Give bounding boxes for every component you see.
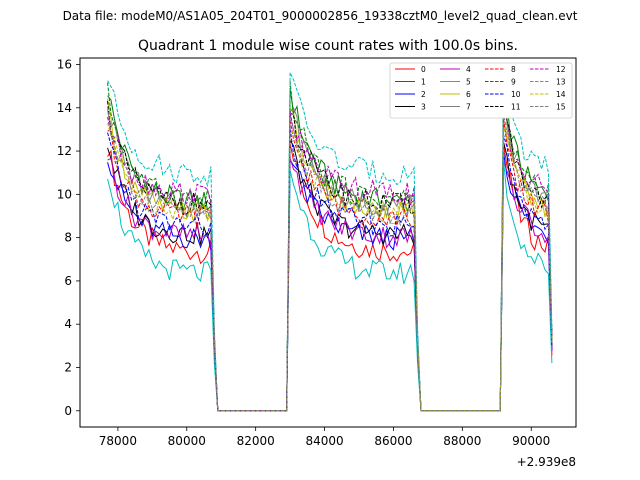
y-tick-label: 10 (57, 187, 72, 201)
y-tick-label: 0 (64, 404, 72, 418)
legend-label: 4 (466, 65, 471, 74)
y-tick-label: 12 (57, 144, 72, 158)
x-tick-label: 82000 (237, 434, 275, 448)
y-tick-label: 14 (57, 101, 72, 115)
chart-suptitle: Data file: modeM0/AS1A05_204T01_90000028… (63, 9, 578, 23)
legend-label: 1 (421, 78, 426, 87)
x-tick-label: 86000 (374, 434, 412, 448)
x-tick-label: 88000 (443, 434, 481, 448)
legend-label: 15 (556, 103, 566, 112)
y-tick-label: 8 (64, 231, 72, 245)
legend-label: 13 (556, 78, 566, 87)
legend-label: 14 (556, 90, 566, 99)
axes-border (79, 57, 577, 428)
legend-label: 9 (511, 78, 516, 87)
series-layer (107, 72, 553, 412)
x-tick-label: 84000 (305, 434, 343, 448)
x-tick-label: 78000 (99, 434, 137, 448)
y-tick-label: 16 (57, 57, 72, 71)
legend-label: 0 (421, 65, 426, 74)
y-tick-label: 4 (64, 317, 72, 331)
legend-label: 8 (511, 65, 516, 74)
legend-label: 5 (466, 78, 471, 87)
legend-label: 11 (511, 103, 521, 112)
series-line-10 (107, 128, 553, 412)
legend-label: 12 (556, 65, 566, 74)
axes-frame (80, 58, 576, 427)
x-tick-label: 90000 (512, 434, 550, 448)
y-tick-label: 6 (64, 274, 72, 288)
legend-label: 10 (511, 90, 521, 99)
legend-label: 2 (421, 90, 426, 99)
chart-title: Quadrant 1 module wise count rates with … (138, 38, 518, 54)
legend-label: 3 (421, 103, 426, 112)
legend-box (389, 62, 573, 119)
x-tick-label: 80000 (168, 434, 206, 448)
plot-area (79, 57, 577, 428)
x-axis: 78000 80000 82000 84000 86000 88000 90000 (99, 427, 550, 448)
x-offset-label: +2.939e8 (517, 455, 576, 469)
series-line-14 (107, 122, 553, 412)
legend-label: 6 (466, 90, 471, 99)
y-tick-label: 2 (64, 360, 72, 374)
series-line-15 (107, 107, 553, 412)
y-axis: 0 2 4 6 8 10 12 14 16 (57, 57, 80, 418)
legend-label: 7 (466, 103, 471, 112)
